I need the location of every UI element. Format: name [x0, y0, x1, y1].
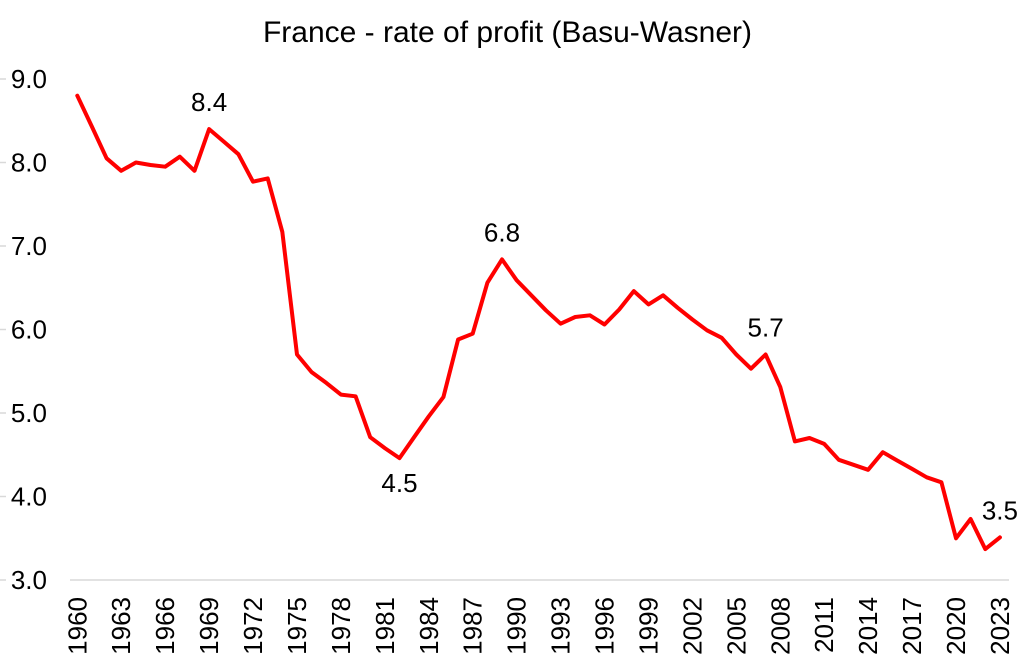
x-axis-tick-label: 1978	[326, 597, 356, 655]
x-axis-tick-label: 2023	[985, 597, 1015, 655]
x-axis-tick-label: 1999	[633, 597, 663, 655]
x-axis-tick-label: 1972	[238, 597, 268, 655]
data-label-2023: 3.5	[982, 495, 1018, 525]
data-label-1982: 4.5	[381, 468, 417, 498]
x-axis-tick-label: 2002	[677, 597, 707, 655]
x-axis-tick-label: 1987	[458, 597, 488, 655]
chart-title: France - rate of profit (Basu-Wasner)	[262, 16, 753, 49]
x-axis-tick-label: 1981	[370, 597, 400, 655]
x-axis-tick-label: 1990	[502, 597, 532, 655]
x-axis-tick-label: 1966	[150, 597, 180, 655]
x-axis-tick-label: 2014	[853, 597, 883, 655]
y-axis-tick-label: 4.0	[11, 482, 47, 512]
x-axis-tick-label: 1984	[414, 597, 444, 655]
y-axis-tick-label: 6.0	[11, 315, 47, 345]
data-label-1969: 8.4	[191, 87, 227, 117]
profit-line	[75, 93, 1002, 552]
x-axis-tick-label: 1975	[282, 597, 312, 655]
x-axis-tick-label: 1996	[590, 597, 620, 655]
x-axis-tick-label: 2017	[897, 597, 927, 655]
data-label-1989: 6.8	[484, 217, 520, 247]
x-axis-tick-label: 2005	[721, 597, 751, 655]
y-axis-tick-label: 9.0	[11, 64, 47, 94]
y-axis-tick-label: 7.0	[11, 231, 47, 261]
x-axis-tick-label: 1993	[546, 597, 576, 655]
x-axis-tick-label: 1969	[194, 597, 224, 655]
x-axis-tick-label: 2011	[809, 597, 839, 653]
x-axis-tick-label: 1960	[62, 597, 92, 655]
x-axis-tick-label: 2020	[941, 597, 971, 655]
y-axis-tick-label: 8.0	[11, 148, 47, 178]
x-axis-tick-label: 1963	[106, 597, 136, 655]
data-label-2007: 5.7	[748, 313, 784, 343]
y-axis-tick-label: 5.0	[11, 398, 47, 428]
x-axis-tick-label: 2008	[765, 597, 795, 655]
y-axis-tick-label: 3.0	[11, 565, 47, 595]
